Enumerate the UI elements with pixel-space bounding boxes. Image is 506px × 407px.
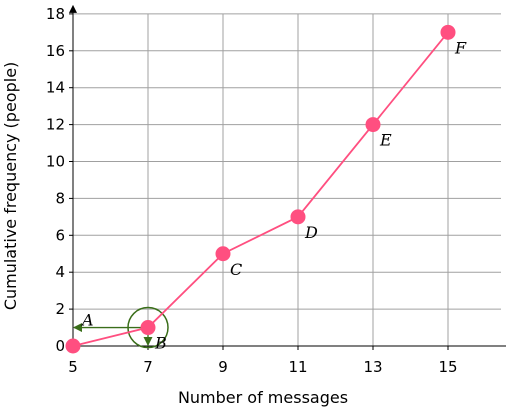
labels: A B C D E F [80,38,467,352]
annotation-label-a: A [80,311,94,330]
y-tick-label: 2 [55,300,65,318]
y-tick-label: 8 [55,189,65,207]
series-line [72,31,449,347]
x-tick-label: 11 [288,358,307,376]
x-tick-label: 13 [363,358,382,376]
series [65,24,456,354]
x-tick-label: 5 [68,358,78,376]
y-tick-label: 12 [46,116,65,134]
x-tick-label: 7 [143,358,153,376]
y-axis-title: Cumulative frequency (people) [1,62,20,310]
data-point [65,338,81,354]
data-point [365,117,381,133]
grid [73,13,501,346]
x-tick-label: 9 [218,358,228,376]
axes: 5 7 9 11 13 15 0 2 4 6 8 10 12 14 16 18 [46,5,506,376]
x-tick-label: 15 [438,358,457,376]
y-tick-label: 14 [46,79,65,97]
data-point [215,246,231,262]
data-point [290,209,306,225]
y-tick-label: 10 [46,153,65,171]
point-label-b: B [154,334,167,353]
point-label-c: C [230,260,242,279]
y-tick-label: 6 [55,226,65,244]
point-label-e: E [379,131,392,150]
y-tick-label: 4 [55,263,65,281]
data-point [140,320,156,336]
y-tick-label: 0 [55,337,65,355]
point-label-f: F [454,38,467,57]
y-tick-label: 16 [46,42,65,60]
y-tick-label: 18 [46,5,65,23]
point-label-d: D [304,223,318,242]
x-axis-title: Number of messages [178,388,348,407]
data-point [440,24,456,40]
